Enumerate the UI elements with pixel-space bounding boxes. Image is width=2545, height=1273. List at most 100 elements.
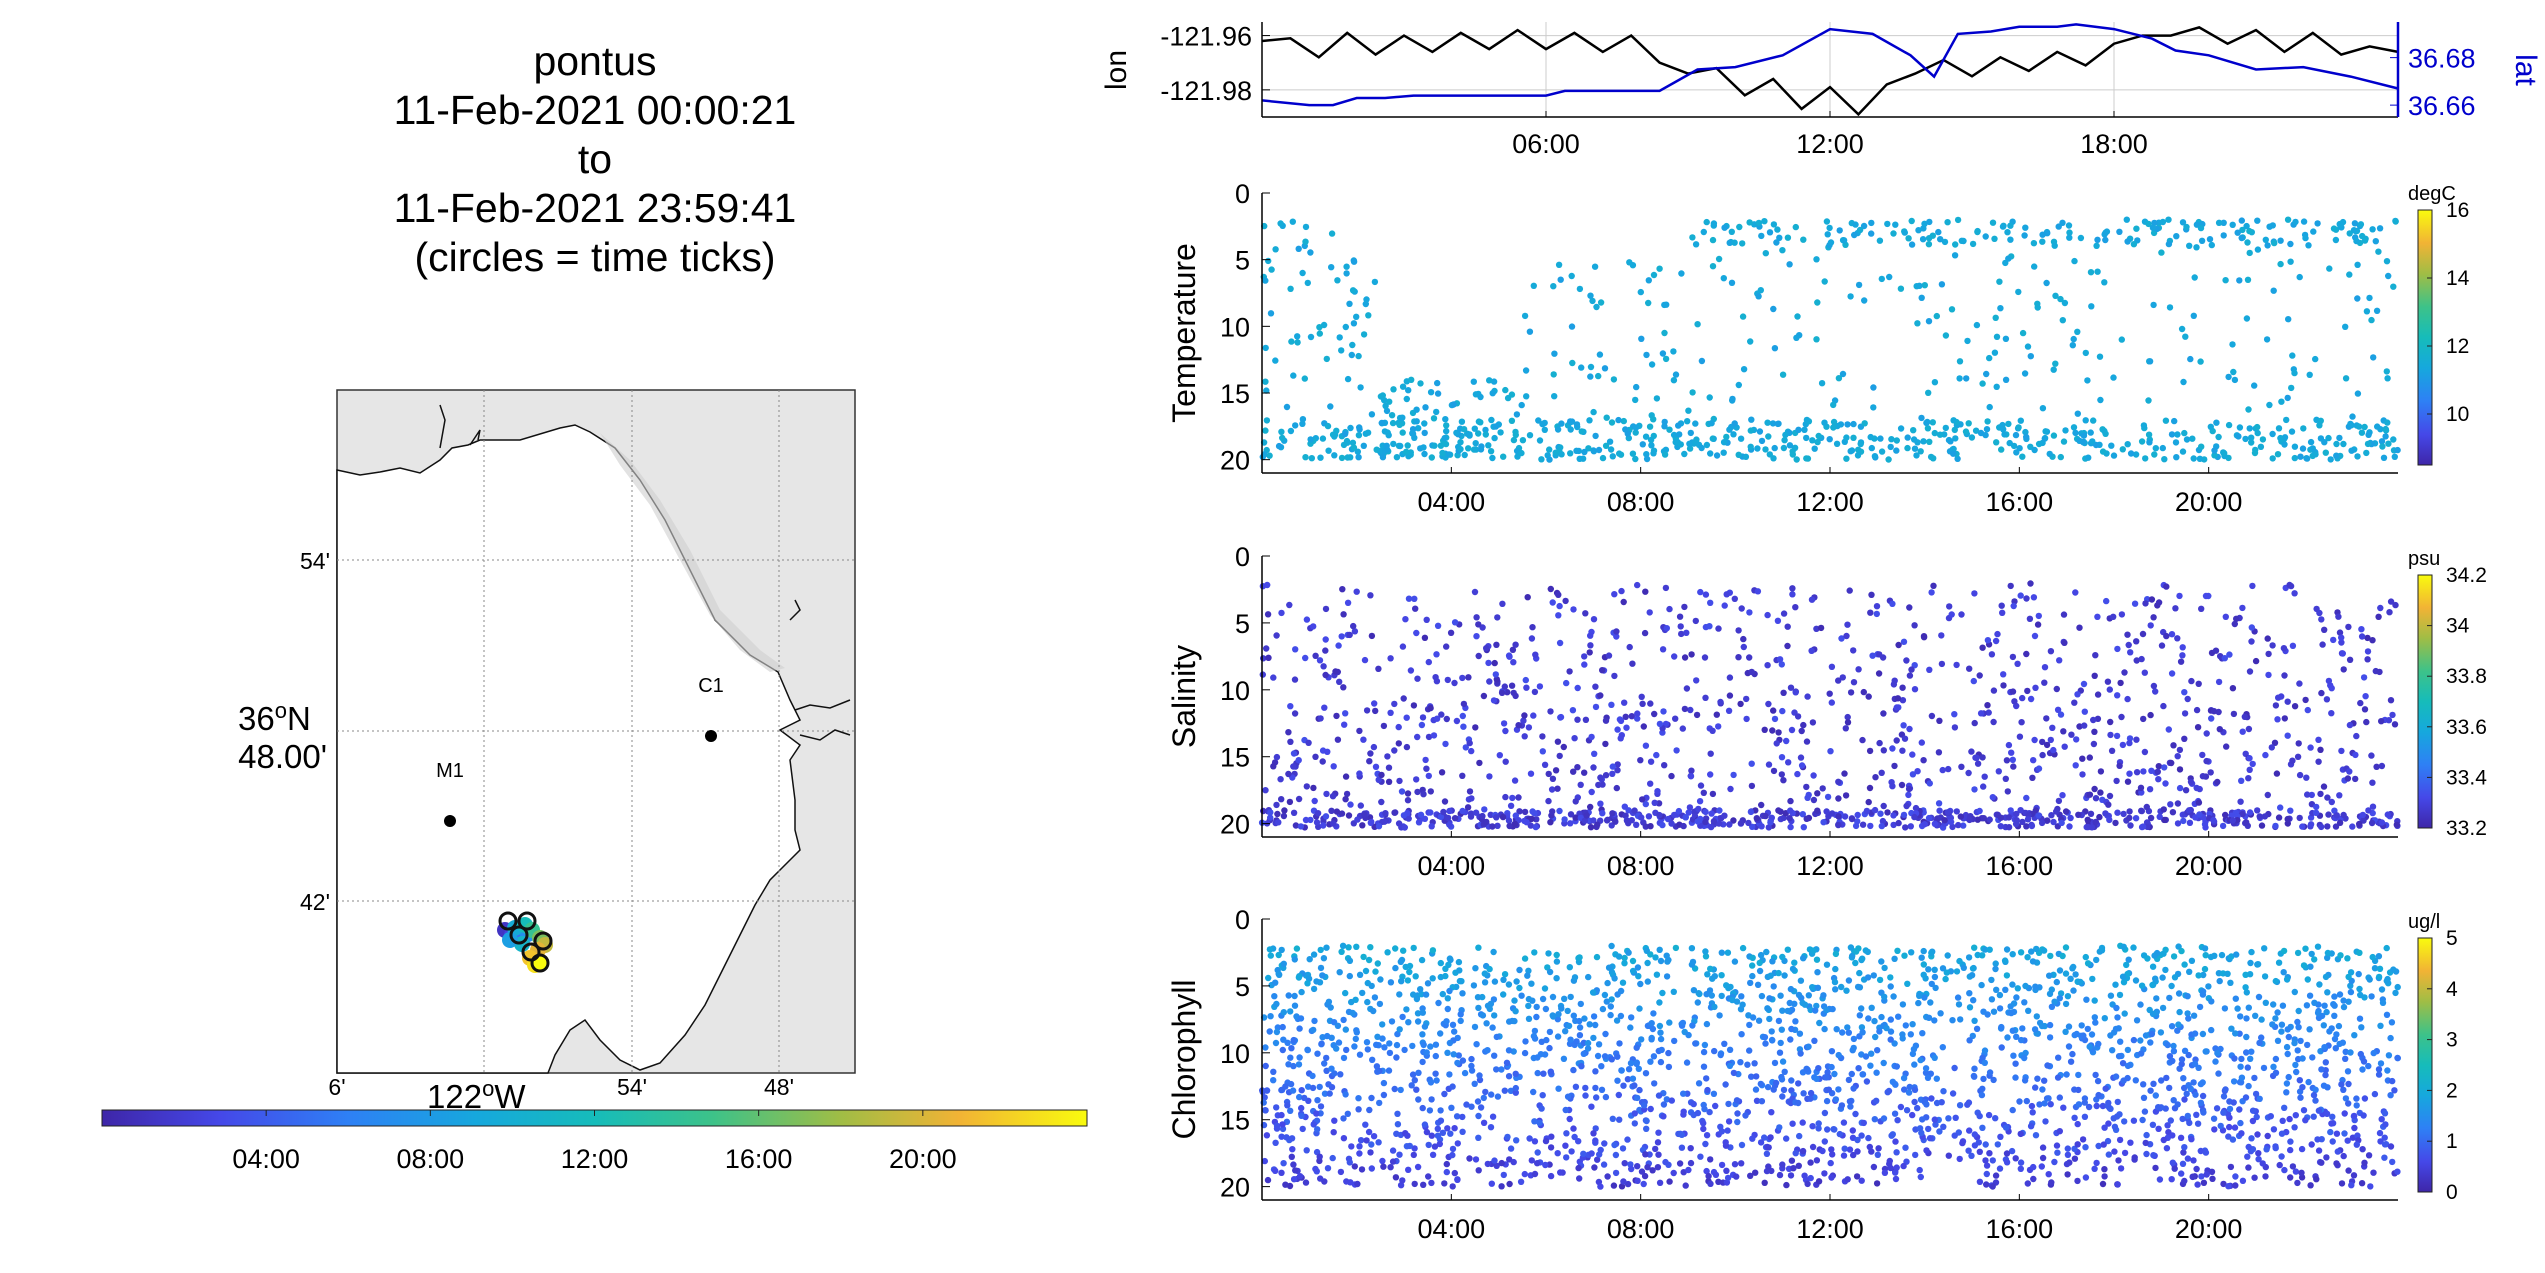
- data-point: [2327, 1128, 2334, 1136]
- data-point: [1642, 588, 1649, 595]
- data-point: [2262, 236, 2269, 243]
- data-point: [2344, 1137, 2351, 1144]
- data-point: [2061, 743, 2068, 750]
- data-point: [1626, 643, 1633, 651]
- data-point: [2043, 279, 2050, 287]
- data-point: [1534, 1069, 1541, 1077]
- data-point: [2245, 1143, 2252, 1151]
- data-point: [1446, 955, 1454, 962]
- data-point: [1283, 1134, 1290, 1141]
- map-grid: [337, 390, 855, 1073]
- data-point: [1554, 1150, 1561, 1157]
- data-point: [1685, 1166, 1692, 1174]
- data-point: [1475, 1112, 1482, 1120]
- data-point: [2019, 1025, 2026, 1032]
- data-point: [1632, 424, 1640, 431]
- data-point: [1715, 255, 1723, 263]
- lon-tick-label: -121.98: [1160, 76, 1252, 106]
- data-point: [1747, 338, 1754, 345]
- data-point: [1809, 719, 1817, 726]
- data-point: [1766, 451, 1774, 458]
- data-point: [2349, 413, 2356, 420]
- data-point: [2057, 453, 2064, 461]
- data-point: [1979, 644, 1986, 651]
- data-point: [1690, 1100, 1697, 1108]
- data-point: [1826, 436, 1833, 443]
- data-point: [1511, 1017, 1518, 1025]
- data-point: [1706, 623, 1713, 630]
- data-point: [1441, 434, 1448, 442]
- data-point: [1679, 725, 1687, 732]
- data-point: [1520, 717, 1527, 724]
- data-point: [1748, 668, 1755, 676]
- data-point: [1909, 751, 1916, 758]
- data-point: [2215, 678, 2223, 686]
- data-point: [2308, 950, 2315, 958]
- data-point: [1296, 1025, 1303, 1032]
- data-point: [2340, 1152, 2347, 1160]
- data-point: [2353, 1102, 2360, 1109]
- data-point: [1575, 1164, 1582, 1172]
- data-point: [2211, 1126, 2218, 1133]
- data-point: [2357, 221, 2365, 228]
- data-point: [2388, 1019, 2396, 1026]
- data-point: [1602, 717, 1610, 724]
- data-point: [2230, 1078, 2238, 1085]
- data-point: [1294, 339, 1301, 346]
- data-point: [1363, 296, 1370, 303]
- data-point: [1443, 715, 1451, 723]
- data-point: [1619, 979, 1627, 986]
- data-point: [2150, 1080, 2157, 1088]
- data-point: [1938, 281, 1946, 288]
- data-point: [1277, 220, 1284, 227]
- data-point: [2001, 431, 2008, 438]
- data-point: [1439, 1129, 1447, 1137]
- data-point: [1900, 638, 1908, 645]
- data-point: [1576, 1017, 1583, 1025]
- data-point: [2328, 710, 2335, 717]
- data-point: [1858, 1005, 1865, 1012]
- data-point: [1499, 813, 1507, 821]
- data-point: [1633, 383, 1640, 391]
- data-point: [1521, 808, 1529, 816]
- data-point: [1860, 1119, 1868, 1127]
- data-point: [2199, 751, 2206, 759]
- data-point: [1811, 445, 1818, 452]
- data-point: [1889, 745, 1896, 752]
- data-point: [1504, 689, 1511, 696]
- data-point: [1952, 1114, 1959, 1122]
- data-point: [1428, 454, 1436, 461]
- data-point: [1471, 1023, 1479, 1031]
- data-point: [1412, 973, 1419, 980]
- data-point: [1523, 393, 1530, 400]
- data-point: [1450, 1051, 1457, 1058]
- data-point: [1593, 303, 1600, 311]
- data-point: [1688, 651, 1695, 658]
- data-point: [2361, 1095, 2369, 1102]
- data-point: [1648, 442, 1655, 449]
- data-point: [1902, 1022, 1910, 1029]
- data-point: [1310, 623, 1317, 630]
- data-point: [2032, 1132, 2040, 1139]
- data-point: [1815, 1065, 1822, 1072]
- data-point: [1614, 761, 1621, 768]
- data-point: [1320, 822, 1327, 829]
- data-point: [1657, 1029, 1664, 1036]
- data-point: [2352, 751, 2359, 759]
- data-point: [1780, 777, 1787, 784]
- data-point: [1761, 726, 1768, 733]
- data-point: [2387, 697, 2395, 704]
- data-point: [1518, 449, 1525, 457]
- data-point: [1369, 1056, 1376, 1064]
- data-point: [2038, 1163, 2046, 1170]
- data-point: [1919, 1030, 1926, 1037]
- data-point: [1291, 1002, 1299, 1009]
- data-point: [1585, 973, 1592, 981]
- data-point: [1701, 1041, 1709, 1049]
- data-point: [1612, 818, 1619, 825]
- data-point: [1890, 993, 1897, 1000]
- data-point: [2046, 990, 2054, 998]
- data-point: [2111, 1148, 2118, 1155]
- data-point: [1423, 616, 1430, 623]
- data-point: [1962, 428, 1970, 435]
